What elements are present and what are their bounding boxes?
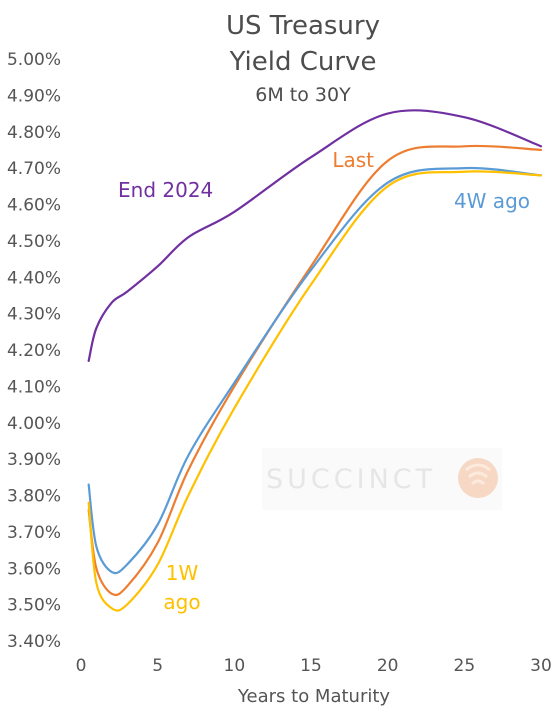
chart-title-line-2: Yield Curve: [229, 47, 377, 77]
y-tick-label: 4.00%: [7, 414, 61, 434]
x-tick-label: 0: [76, 656, 87, 676]
watermark: SUCCINCT: [262, 448, 502, 510]
x-tick-label: 15: [300, 656, 322, 676]
series-line-end-2024: [87, 109, 543, 363]
series-label-line: 1W: [166, 561, 199, 585]
series-label-line: ago: [163, 590, 200, 614]
watermark-logo-icon: [458, 458, 498, 498]
y-tick-label: 4.90%: [7, 86, 61, 106]
y-tick-label: 4.20%: [7, 341, 61, 361]
y-tick-label: 3.50%: [7, 596, 61, 616]
x-axis-label: Years to Maturity: [237, 686, 390, 707]
y-axis: 3.40% 3.50% 3.60% 3.70% 3.80% 3.90% 4.00% 4.10%…: [7, 50, 61, 652]
chart-title-line-1: US Treasury: [226, 11, 380, 41]
y-tick-label: 4.60%: [7, 196, 61, 216]
y-tick-label: 4.10%: [7, 377, 61, 397]
series-label-end-2024: End 2024: [118, 178, 213, 202]
y-tick-label: 3.90%: [7, 450, 61, 470]
y-tick-label: 4.70%: [7, 159, 61, 179]
watermark-text: SUCCINCT: [266, 464, 436, 495]
series-lines: [87, 109, 543, 612]
y-tick-label: 5.00%: [7, 50, 61, 70]
series-line-4w-ago: [87, 166, 543, 575]
y-tick-label: 3.60%: [7, 559, 61, 579]
y-tick-label: 4.80%: [7, 123, 61, 143]
y-tick-label: 4.40%: [7, 268, 61, 288]
y-tick-label: 3.70%: [7, 523, 61, 543]
x-tick-label: 25: [454, 656, 476, 676]
series-label-4w-ago: 4W ago: [454, 189, 530, 213]
y-tick-label: 4.50%: [7, 232, 61, 252]
y-tick-label: 4.30%: [7, 305, 61, 325]
x-tick-label: 20: [377, 656, 399, 676]
chart-subtitle: 6M to 30Y: [255, 84, 351, 106]
y-tick-label: 3.40%: [7, 632, 61, 652]
series-line-last: [87, 144, 543, 597]
x-tick-label: 30: [530, 656, 552, 676]
series-labels: End 2024 Last 4W ago 1W ago: [118, 148, 530, 614]
series-label-1w-ago: 1W ago: [163, 561, 200, 614]
x-axis: 0 5 10 15 20 25 30: [76, 656, 552, 676]
x-tick-label: 5: [152, 656, 163, 676]
x-tick-label: 10: [224, 656, 246, 676]
y-tick-label: 3.80%: [7, 487, 61, 507]
series-line-1w-ago: [87, 170, 543, 612]
series-label-last: Last: [332, 148, 374, 172]
